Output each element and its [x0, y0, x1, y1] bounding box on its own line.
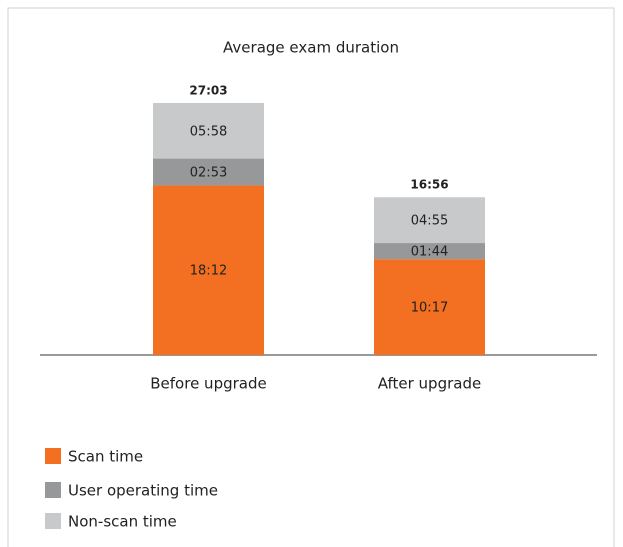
value-label: 04:55	[411, 214, 448, 229]
value-label: 10:17	[411, 301, 448, 316]
bar-segment	[153, 158, 264, 186]
value-label: 05:58	[190, 124, 227, 139]
legend-swatch	[45, 482, 61, 498]
bar-segment	[374, 259, 485, 355]
bar-segment	[374, 197, 485, 244]
legend-label: Scan time	[68, 448, 143, 466]
x-tick-label: Before upgrade	[150, 375, 266, 393]
bar-segment	[374, 243, 485, 260]
x-tick-label: After upgrade	[378, 375, 481, 393]
value-label: 02:53	[190, 166, 227, 181]
chart-title: Average exam duration	[223, 39, 399, 57]
bar-segment	[153, 102, 264, 159]
legend-swatch	[45, 448, 61, 464]
legend-swatch	[45, 513, 61, 529]
total-label: 27:03	[189, 83, 227, 97]
legend-label: Non-scan time	[68, 513, 177, 531]
total-label: 16:56	[410, 178, 448, 192]
value-label: 01:44	[411, 245, 448, 260]
bar-segment	[153, 185, 264, 355]
legend-label: User operating time	[68, 482, 218, 500]
frame	[7, 7, 615, 547]
value-label: 18:12	[190, 264, 227, 279]
